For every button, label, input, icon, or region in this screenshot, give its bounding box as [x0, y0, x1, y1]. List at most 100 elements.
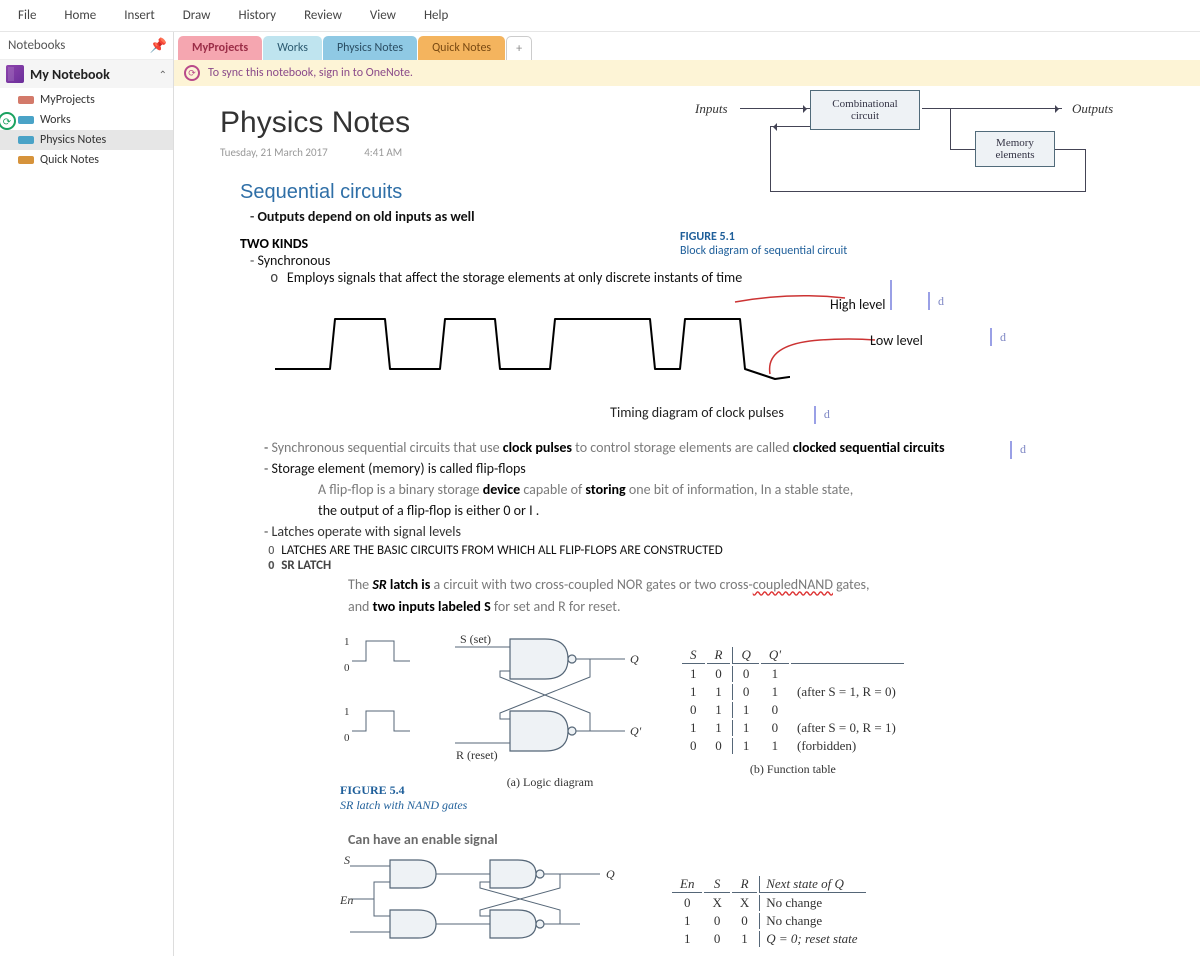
truth-table-sr: SRQQ' 1001 1101(after S = 1, R = 0) 0110…	[680, 645, 906, 756]
tab-label: Works	[277, 41, 308, 55]
sidebar: Notebooks 📌 My Notebook ⌃ ⟳ MyProjects W…	[0, 32, 174, 956]
notes-block: d Synchronous sequential circuits that u…	[220, 439, 1174, 617]
label-low-level: Low level	[870, 332, 923, 349]
tab-quick-notes[interactable]: Quick Notes	[418, 36, 505, 60]
sr-logic-svg: S (set) R (reset) Q Q'	[450, 631, 650, 771]
notebook-title-row[interactable]: My Notebook ⌃	[0, 60, 173, 88]
menu-view[interactable]: View	[356, 2, 410, 29]
svg-text:0: 0	[344, 732, 350, 744]
menu-bar: File Home Insert Draw History Review Vie…	[0, 0, 1200, 32]
figure-sr-enable: S En Q EnSRNext state of Q 0XXNo change …	[340, 854, 1174, 954]
sidebar-item-label: MyProjects	[40, 93, 95, 107]
svg-text:0: 0	[344, 662, 350, 674]
figure-block-diagram: Inputs Combinational circuit Outputs Mem…	[710, 86, 1170, 258]
tab-label: Quick Notes	[432, 41, 491, 55]
wire	[1055, 149, 1085, 150]
note-line: Latches operate with signal levels	[264, 523, 1174, 542]
menu-history[interactable]: History	[224, 2, 290, 29]
menu-draw[interactable]: Draw	[169, 2, 225, 29]
sidebar-item-physics-notes[interactable]: Physics Notes	[0, 130, 173, 150]
tab-works[interactable]: Works	[263, 36, 322, 60]
menu-review[interactable]: Review	[290, 2, 356, 29]
svg-text:S (set): S (set)	[460, 632, 491, 646]
menu-home[interactable]: Home	[50, 2, 110, 29]
ink-red-arrow	[760, 334, 880, 394]
arrow-icon	[770, 126, 810, 127]
svg-text:1: 1	[344, 706, 350, 718]
notebook-list: MyProjects Works Physics Notes Quick Not…	[0, 88, 173, 172]
section-color-icon	[18, 116, 34, 124]
label-outputs: Outputs	[1072, 101, 1113, 117]
sync-message: To sync this notebook, sign in to OneNot…	[208, 66, 413, 80]
wire	[770, 191, 1086, 192]
note-line: A flip-flop is a binary storage device c…	[318, 481, 1174, 500]
tab-label: Physics Notes	[337, 41, 403, 55]
svg-text:En: En	[340, 893, 353, 907]
sidebar-item-label: Quick Notes	[40, 153, 99, 167]
note-line: Employs signals that affect the storage …	[296, 269, 1174, 286]
sr-enable-svg: S En Q	[340, 854, 640, 954]
sidebar-header-label: Notebooks	[8, 38, 65, 53]
section-color-icon	[18, 156, 34, 164]
chevron-up-icon[interactable]: ⌃	[159, 68, 167, 81]
svg-text:Q: Q	[606, 867, 615, 881]
wire	[950, 108, 951, 149]
note-line: the output of a flip-flop is either 0 or…	[318, 502, 1174, 521]
truth-table-enable: EnSRNext state of Q 0XXNo change 100No c…	[670, 874, 868, 949]
d-annotation: d	[1000, 330, 1006, 345]
svg-text:Q': Q'	[630, 724, 642, 738]
note-line: The SR latch is a circuit with two cross…	[348, 575, 1128, 595]
note-line: and two inputs labeled S for set and R f…	[348, 597, 1128, 617]
pulse-input-svg: 1 0 1 0	[340, 631, 420, 761]
box-combinational: Combinational circuit	[810, 90, 920, 130]
sync-banner[interactable]: ⟳ To sync this notebook, sign in to OneN…	[174, 60, 1200, 86]
ink-marker	[928, 292, 930, 310]
wire	[950, 149, 975, 150]
figure-sr-latch: 1 0 1 0	[340, 631, 1174, 777]
note-line: Can have an enable signal	[348, 831, 1174, 848]
d-annotation: d	[1020, 442, 1026, 457]
menu-file[interactable]: File	[4, 2, 50, 29]
subcaption: (a) Logic diagram	[450, 775, 650, 790]
tab-add[interactable]: +	[506, 36, 532, 60]
page-time: 4:41 AM	[364, 146, 402, 159]
ink-marker	[890, 280, 892, 310]
sidebar-item-works[interactable]: Works	[0, 110, 173, 130]
page-canvas[interactable]: Inputs Combinational circuit Outputs Mem…	[174, 86, 1200, 956]
tab-myprojects[interactable]: MyProjects	[178, 36, 262, 60]
label-inputs: Inputs	[695, 101, 728, 117]
svg-text:Q: Q	[630, 652, 639, 666]
notebook-title: My Notebook	[30, 66, 159, 83]
note-line: Synchronous sequential circuits that use…	[264, 439, 1174, 458]
content-area: MyProjects Works Physics Notes Quick Not…	[174, 32, 1200, 956]
svg-text:R (reset): R (reset)	[456, 748, 498, 762]
tab-label: MyProjects	[192, 41, 248, 55]
wire	[1085, 149, 1086, 191]
ink-marker	[990, 328, 992, 346]
pin-icon[interactable]: 📌	[150, 37, 167, 54]
sidebar-header: Notebooks 📌	[0, 32, 173, 60]
arrow-icon	[922, 108, 1062, 109]
menu-insert[interactable]: Insert	[110, 2, 169, 29]
sidebar-item-label: Physics Notes	[40, 133, 106, 147]
note-line: LATCHES ARE THE BASIC CIRCUITS FROM WHIC…	[296, 543, 1174, 558]
page-date: Tuesday, 21 March 2017	[220, 146, 328, 159]
sidebar-item-quick-notes[interactable]: Quick Notes	[0, 150, 173, 170]
figure-clock-pulses: High level Low level d d	[270, 304, 1030, 394]
note-line: Storage element (memory) is called flip-…	[264, 460, 1174, 479]
sync-icon: ⟳	[184, 65, 200, 81]
arrow-icon	[740, 108, 810, 109]
sidebar-item-myprojects[interactable]: MyProjects	[0, 90, 173, 110]
wire	[770, 126, 771, 192]
figure-caption: Timing diagram of clock pulses d	[220, 404, 1174, 421]
d-annotation: d	[938, 294, 944, 309]
section-color-icon	[18, 136, 34, 144]
ink-marker	[1010, 441, 1012, 459]
label-high-level: High level	[830, 296, 886, 313]
menu-help[interactable]: Help	[410, 2, 462, 29]
tab-physics-notes[interactable]: Physics Notes	[323, 36, 417, 60]
svg-text:S: S	[344, 854, 350, 867]
svg-text:1: 1	[344, 636, 350, 648]
figure-caption: FIGURE 5.1 Block diagram of sequential c…	[680, 230, 1170, 258]
sidebar-item-label: Works	[40, 113, 71, 127]
